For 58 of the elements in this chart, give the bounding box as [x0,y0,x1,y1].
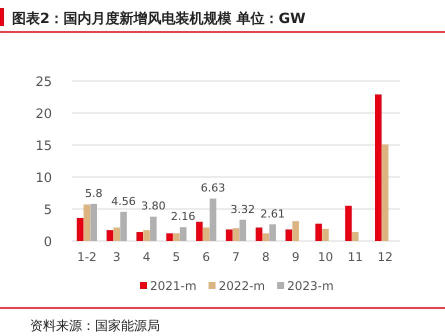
bar [292,221,299,241]
x-tick-label: 10 [318,250,334,264]
bar [322,228,329,241]
bar [256,228,262,241]
bar [90,204,98,241]
data-label: 3.32 [230,202,256,216]
y-tick-label: 10 [35,171,52,186]
bar [345,206,352,241]
bar [315,224,322,241]
bar [113,228,120,241]
x-tick-label: 3 [112,250,121,264]
bar [286,229,292,241]
x-tick-label: 9 [292,250,300,264]
y-tick-label: 5 [44,203,52,218]
legend-label: 2022-m [218,279,266,293]
text: 资料来源：国家能源局 [30,318,160,334]
bar [269,224,276,241]
bar [382,144,388,241]
x-tick-label: 4 [142,250,150,264]
data-label: 3.80 [141,200,166,213]
bar [143,230,150,241]
bar [262,233,270,241]
x-tick-label: 7 [232,250,240,264]
x-tick-label: 5 [172,250,180,264]
y-tick-label: 25 [35,75,52,90]
bar [226,229,232,241]
bar [166,233,173,241]
data-label: 6.63 [200,182,226,195]
bar [352,232,359,241]
x-tick-label: 1-2 [77,250,97,264]
x-tick-label: 6 [202,250,210,264]
y-tick-label: 15 [35,139,52,154]
data-label: 2.61 [260,207,285,220]
bar [210,198,216,241]
bar [84,204,90,241]
chart-title: 图表2：国内月度新增风电装机规模 单位：GW [12,10,306,27]
bar [150,216,157,241]
y-tick-label: 0 [44,235,52,250]
y-tick-label: 20 [35,107,52,122]
data-label: 4.56 [111,194,136,208]
data-label: 2.16 [170,210,196,224]
legend-label: 2023-m [287,279,334,293]
x-tick-label: 11 [348,250,363,264]
bar [120,212,127,241]
x-tick-label: 12 [377,250,393,264]
bar [106,230,114,241]
x-tick-label: 8 [262,250,270,264]
bar [173,233,180,241]
bar [202,228,210,241]
data-label: 5.8 [84,186,102,200]
bar [180,227,186,241]
bar [374,94,382,241]
legend-label: 2021-m [150,279,197,293]
bar [240,220,246,241]
bar [136,232,144,241]
bar [232,228,240,241]
bar [76,218,84,241]
bar [196,222,203,241]
